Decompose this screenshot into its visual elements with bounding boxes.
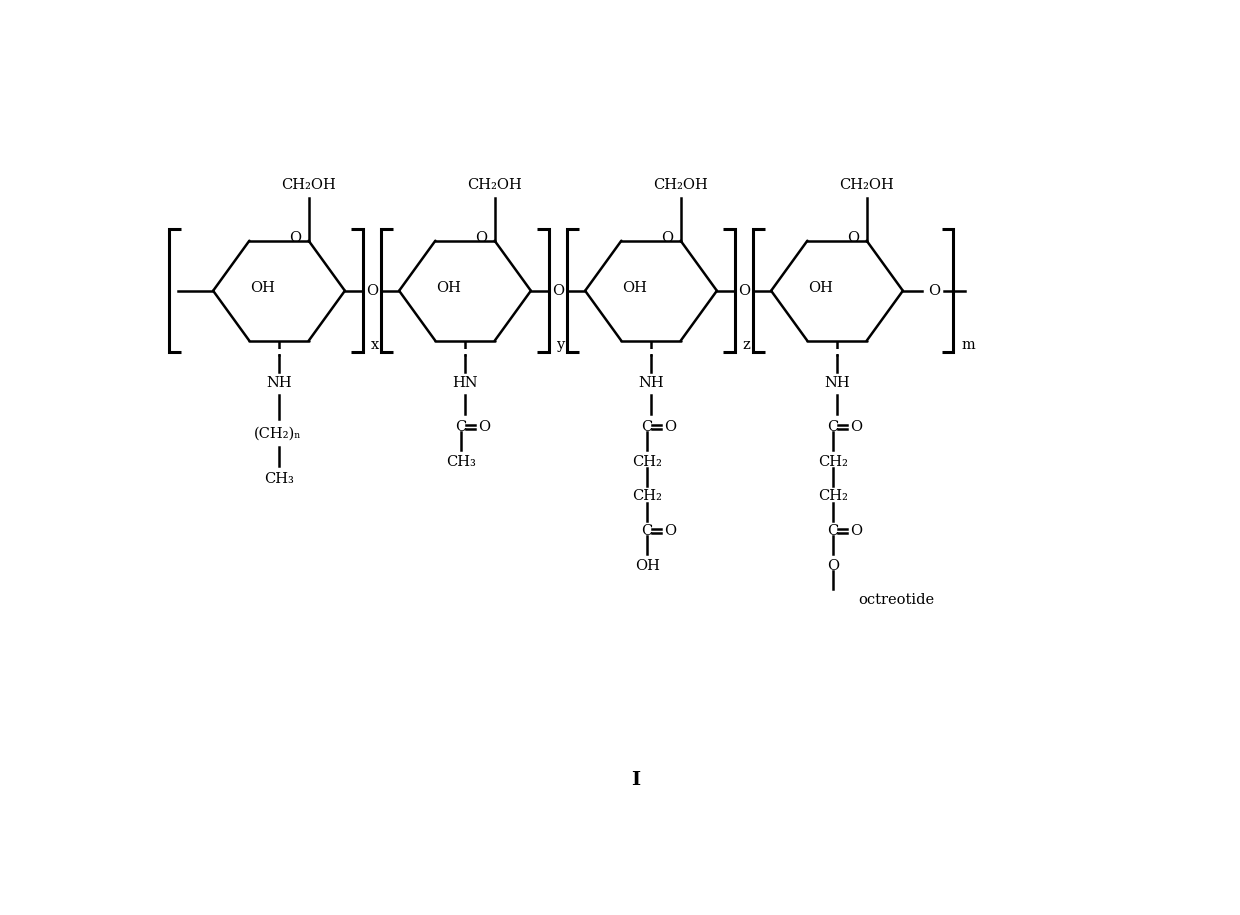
Text: CH₃: CH₃ — [264, 472, 294, 487]
Text: y: y — [557, 338, 564, 351]
Text: C: C — [455, 420, 466, 434]
Text: x: x — [371, 338, 378, 351]
Text: O: O — [366, 284, 378, 297]
Text: OH: OH — [635, 559, 660, 573]
Text: CH₂: CH₂ — [818, 490, 848, 503]
Text: CH₂OH: CH₂OH — [467, 178, 522, 192]
Text: NH: NH — [639, 376, 663, 390]
Text: O: O — [665, 420, 677, 434]
Text: CH₂: CH₂ — [818, 455, 848, 468]
Text: NH: NH — [267, 376, 291, 390]
Text: OH: OH — [250, 282, 275, 296]
Text: O: O — [851, 420, 863, 434]
Text: CH₂OH: CH₂OH — [281, 178, 336, 192]
Text: O: O — [928, 284, 940, 297]
Text: OH: OH — [622, 282, 647, 296]
Text: octreotide: octreotide — [858, 593, 935, 608]
Text: NH: NH — [825, 376, 849, 390]
Text: HN: HN — [453, 376, 477, 390]
Text: CH₂OH: CH₂OH — [653, 178, 708, 192]
Text: O: O — [479, 420, 491, 434]
Text: O: O — [289, 231, 301, 244]
Text: (CH₂)ₙ: (CH₂)ₙ — [254, 426, 301, 440]
Text: OH: OH — [808, 282, 833, 296]
Text: I: I — [631, 770, 640, 789]
Text: O: O — [847, 231, 859, 244]
Text: C: C — [827, 420, 838, 434]
Text: O: O — [827, 559, 839, 573]
Text: O: O — [851, 524, 863, 538]
Text: CH₂: CH₂ — [632, 490, 662, 503]
Text: C: C — [641, 524, 652, 538]
Text: O: O — [738, 284, 750, 297]
Text: CH₃: CH₃ — [446, 455, 476, 468]
Text: O: O — [665, 524, 677, 538]
Text: OH: OH — [436, 282, 461, 296]
Text: C: C — [827, 524, 838, 538]
Text: O: O — [661, 231, 673, 244]
Text: O: O — [552, 284, 564, 297]
Text: O: O — [475, 231, 487, 244]
Text: z: z — [743, 338, 750, 351]
Text: CH₂: CH₂ — [632, 455, 662, 468]
Text: C: C — [641, 420, 652, 434]
Text: m: m — [961, 338, 975, 351]
Text: CH₂OH: CH₂OH — [839, 178, 894, 192]
